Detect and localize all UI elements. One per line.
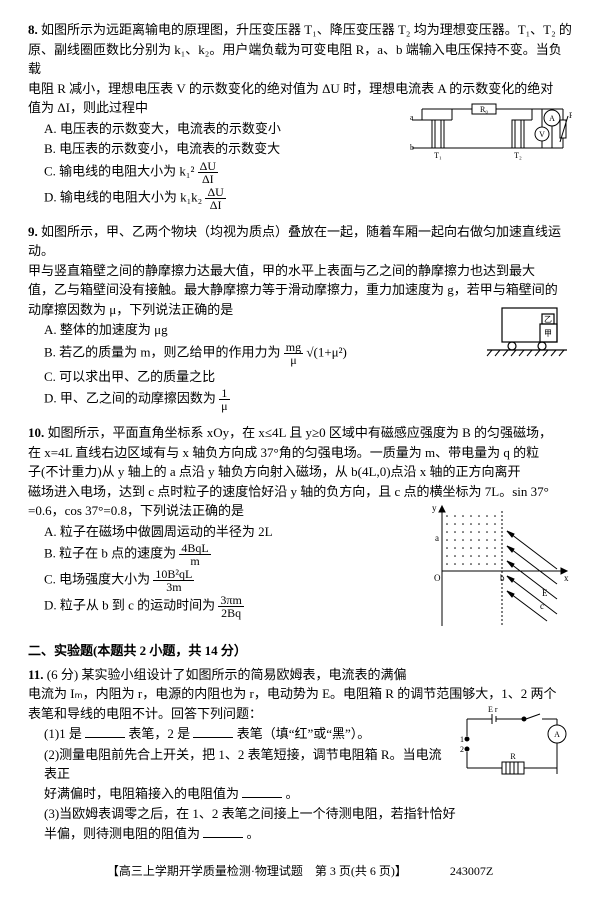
q9-d-den: μ bbox=[219, 400, 229, 412]
svg-text:V: V bbox=[539, 130, 545, 139]
q9-stem1: 如图所示，甲、乙两个物块（均视为质点）叠放在一起，随着车厢一起向右做匀加速直线运… bbox=[28, 224, 561, 259]
svg-text:2: 2 bbox=[460, 745, 464, 754]
question-10: 10. 如图所示，平面直角坐标系 xOy，在 x≤4L 且 y≥0 区域中有磁感… bbox=[28, 423, 572, 631]
q11-p3b: 半偏，则待测电阻的阻值为 bbox=[44, 826, 200, 841]
q8-stem2: 原、副线圈匝数比分别为 k₁、k₂。用户端负载为可变电阻 R，a、b 端输入电压… bbox=[28, 42, 562, 77]
svg-text:E r: E r bbox=[488, 705, 498, 714]
svg-text:甲: 甲 bbox=[544, 329, 552, 338]
q8-opt-d: D. 输电线的电阻大小为 k₁k₂ ΔUΔI bbox=[44, 186, 572, 211]
q10-d-den: 2Bq bbox=[218, 607, 243, 619]
q8-stem4: 值为 ΔI，则此过程中 bbox=[28, 100, 148, 115]
svg-text:R: R bbox=[569, 111, 572, 120]
q9-opt-d: D. 甲、乙之间的动摩擦因数为 1μ bbox=[44, 387, 572, 412]
q10-num: 10. bbox=[28, 425, 44, 440]
svg-text:R: R bbox=[510, 752, 516, 761]
q11-p1c: 表笔（填“红”或“黑”）。 bbox=[237, 726, 371, 741]
blank-3 bbox=[242, 785, 282, 798]
q9-opt-c: C. 可以求出甲、乙的质量之比 bbox=[44, 367, 572, 387]
blank-2 bbox=[193, 725, 233, 738]
q8-num: 8. bbox=[28, 22, 38, 37]
footer-text: 【高三上学期开学质量检测·物理试题 第 3 页(共 6 页)】 bbox=[107, 864, 407, 878]
q8-d-pre: D. 输电线的电阻大小为 k₁k₂ bbox=[44, 189, 202, 204]
q9-b-num: mg bbox=[284, 341, 303, 354]
question-8: 8. 如图所示为远距离输电的原理图，升压变压器 T₁、降压变压器 T₂ 均为理想… bbox=[28, 20, 572, 212]
q10-stem1: 如图所示，平面直角坐标系 xOy，在 x≤4L 且 y≥0 区域中有磁感应强度为… bbox=[48, 425, 553, 440]
q9-figure: 乙 甲 bbox=[482, 300, 572, 360]
q8-c-num: ΔU bbox=[198, 160, 218, 173]
q11-p3: (3)当欧姆表调零之后，在 1、2 表笔之间接上一个待测电阻，若指针恰好 半偏，… bbox=[44, 804, 572, 843]
svg-text:R₀: R₀ bbox=[480, 105, 488, 114]
svg-text:1: 1 bbox=[460, 735, 464, 744]
page-footer: 【高三上学期开学质量检测·物理试题 第 3 页(共 6 页)】 243007Z bbox=[28, 862, 572, 880]
q10-figure: x y O bbox=[422, 501, 572, 631]
blank-1 bbox=[85, 725, 125, 738]
q10-b-den: m bbox=[179, 555, 210, 567]
footer-code: 243007Z bbox=[450, 864, 493, 878]
svg-text:T₁: T₁ bbox=[434, 151, 442, 160]
q10-c-pre: C. 电场强度大小为 bbox=[44, 571, 150, 586]
blank-4 bbox=[203, 825, 243, 838]
q11-p3a: (3)当欧姆表调零之后，在 1、2 表笔之间接上一个待测电阻，若指针恰好 bbox=[44, 806, 456, 821]
q11-score: (6 分) bbox=[47, 667, 78, 682]
q9-num: 9. bbox=[28, 224, 38, 239]
q11-figure: E r A R 1 2 bbox=[452, 704, 572, 794]
svg-text:A: A bbox=[549, 114, 555, 123]
svg-text:A: A bbox=[554, 730, 560, 739]
q9-b-post: √(1+μ²) bbox=[306, 344, 347, 359]
svg-text:E: E bbox=[542, 588, 548, 598]
svg-text:乙: 乙 bbox=[544, 315, 552, 324]
section-2-heading: 二、实验题(本题共 2 小题，共 14 分） bbox=[28, 641, 572, 661]
q11-p2a: (2)测量电阻前先合上开关，把 1、2 表笔短接，调节电阻箱 R。当电流表正 bbox=[44, 747, 442, 782]
q8-figure: R₀ A T₁ T₂ a b V bbox=[402, 98, 572, 168]
q10-b-pre: B. 粒子在 b 点的速度为 bbox=[44, 545, 176, 560]
q11-num: 11. bbox=[28, 667, 44, 682]
svg-text:b: b bbox=[500, 573, 505, 583]
q11-stem3: 表笔和导线的电阻不计。回答下列问题： bbox=[28, 706, 262, 721]
q8-stem1: 如图所示为远距离输电的原理图，升压变压器 T₁、降压变压器 T₂ 均为理想变压器… bbox=[41, 22, 572, 37]
q11-stem2: 电流为 Iₘ，内阻为 r，电源的内阻也为 r，电动势为 E。电阻箱 R 的调节范… bbox=[28, 686, 556, 701]
q11-p1b: 表笔，2 是 bbox=[128, 726, 190, 741]
q10-stem3: 子(不计重力)从 y 轴上的 a 点沿 y 轴负方向射入磁场，从 b(4L,0)… bbox=[28, 464, 521, 479]
q9-stem2: 甲与竖直箱壁之间的静摩擦力达最大值，甲的水平上表面与乙之间的静摩擦力也达到最大 bbox=[28, 263, 535, 278]
q11-p2c: 。 bbox=[286, 786, 299, 801]
question-9: 9. 如图所示，甲、乙两个物块（均视为质点）叠放在一起，随着车厢一起向右做匀加速… bbox=[28, 222, 572, 414]
q10-stem2: 在 x=4L 直线右边区域有与 x 轴负方向成 37°角的匀强电场。一质量为 m… bbox=[28, 445, 539, 460]
q9-stem4: 动摩擦因数为 μ，下列说法正确的是 bbox=[28, 302, 233, 317]
svg-text:b: b bbox=[410, 143, 414, 152]
q11-p3c: 。 bbox=[247, 826, 260, 841]
q9-stem3: 值，乙与箱壁间没有接触。最大静摩擦力等于滑动摩擦力，重力加速度为 g，若甲与箱壁… bbox=[28, 282, 558, 297]
q8-c-den: ΔI bbox=[198, 173, 218, 185]
q10-stem4: 磁场进入电场，达到 c 点时粒子的速度恰好沿 y 轴的负方向，且 c 点的横坐标… bbox=[28, 484, 549, 499]
q8-d-den: ΔI bbox=[205, 199, 225, 211]
svg-text:T₂: T₂ bbox=[514, 151, 522, 160]
svg-text:c: c bbox=[540, 601, 544, 611]
q11-p2b: 好满偏时，电阻箱接入的电阻值为 bbox=[44, 786, 239, 801]
q9-d-pre: D. 甲、乙之间的动摩擦因数为 bbox=[44, 390, 216, 405]
q9-b-pre: B. 若乙的质量为 m，则乙给甲的作用力为 bbox=[44, 344, 281, 359]
svg-text:O: O bbox=[434, 573, 441, 583]
q8-d-num: ΔU bbox=[205, 186, 225, 199]
q10-d-pre: D. 粒子从 b 到 c 的运动时间为 bbox=[44, 597, 215, 612]
svg-text:x: x bbox=[564, 573, 569, 583]
svg-text:a: a bbox=[410, 113, 414, 122]
svg-text:y: y bbox=[432, 503, 437, 513]
q10-stem5: =0.6，cos 37°=0.8，下列说法正确的是 bbox=[28, 503, 244, 518]
q9-b-den: μ bbox=[284, 354, 303, 366]
q11-p1a: (1)1 是 bbox=[44, 726, 82, 741]
svg-text:a: a bbox=[435, 533, 439, 543]
q8-c-pre: C. 输电线的电阻大小为 k₁² bbox=[44, 163, 194, 178]
q11-stem1: 某实验小组设计了如图所示的简易欧姆表，电流表的满偏 bbox=[81, 667, 406, 682]
q10-c-den: 3m bbox=[153, 581, 194, 593]
question-11: 11. (6 分) 某实验小组设计了如图所示的简易欧姆表，电流表的满偏 电流为 … bbox=[28, 665, 572, 845]
q8-stem3: 电阻 R 减小，理想电压表 V 的示数变化的绝对值为 ΔU 时，理想电流表 A … bbox=[28, 81, 553, 96]
